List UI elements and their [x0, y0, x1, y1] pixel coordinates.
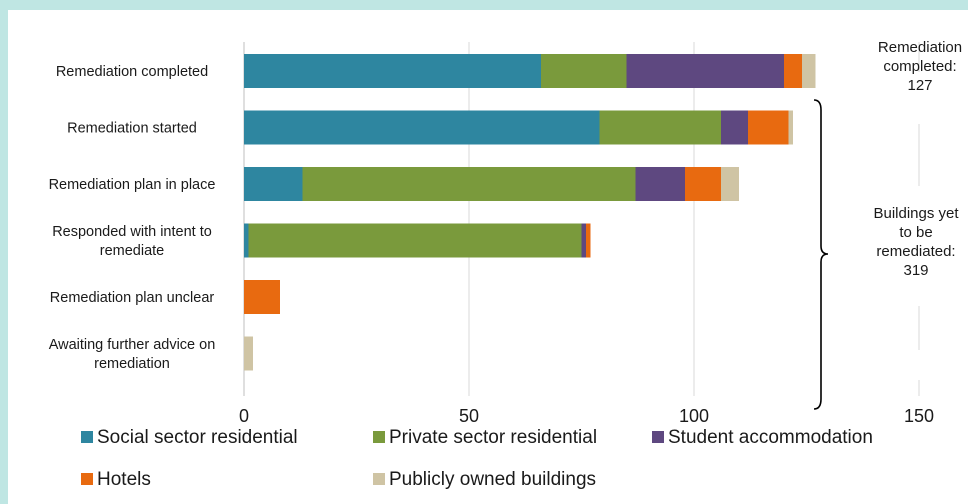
bar-segment: [248, 223, 582, 258]
legend-swatch: [81, 473, 93, 485]
category-label-line: Remediation plan in place: [49, 177, 216, 193]
bar-segment: [244, 336, 253, 371]
bar-segment: [599, 110, 721, 145]
category-label: Remediation plan in place: [49, 177, 216, 193]
legend-label: Social sector residential: [97, 427, 298, 448]
bar-segment: [721, 167, 739, 201]
bar-segment: [302, 167, 636, 201]
annotation-line: 127: [907, 77, 932, 94]
bar-segment: [244, 280, 280, 314]
category-label-line: Remediation started: [67, 121, 197, 137]
bar-segment: [784, 54, 802, 88]
category-label: Remediation plan unclear: [50, 290, 215, 306]
x-tick-label: 0: [239, 406, 249, 426]
legend-swatch: [652, 431, 664, 443]
bar-segment: [685, 167, 721, 201]
bar-segment: [802, 54, 816, 88]
annotation-line: completed:: [883, 58, 956, 75]
legend-swatch: [373, 473, 385, 485]
x-tick-label: 150: [904, 406, 934, 426]
bar-segment: [788, 110, 793, 145]
annotation-line: to be: [899, 224, 932, 241]
category-label-line: Remediation plan unclear: [50, 290, 215, 306]
x-tick-label: 50: [459, 406, 479, 426]
bar-segment: [244, 110, 600, 145]
legend-label: Student accommodation: [668, 427, 873, 448]
legend-label: Hotels: [97, 469, 151, 490]
bar-segment: [721, 110, 748, 145]
bar-segment: [586, 223, 591, 258]
legend-swatch: [373, 431, 385, 443]
category-label-line: remediation: [94, 356, 170, 372]
annotation-yet-to-remediate: Buildings yet to be remediated: 319: [873, 205, 959, 279]
category-label-line: Responded with intent to: [52, 224, 212, 240]
bar-segment: [541, 54, 627, 88]
bar-segment: [244, 54, 541, 88]
bar-segment: [748, 110, 789, 145]
annotation-completed: Remediation completed: 127: [878, 39, 962, 94]
brace-bracket: [813, 99, 829, 410]
bar-segment: [581, 223, 586, 258]
legend-swatch: [81, 431, 93, 443]
bar-segment: [626, 54, 784, 88]
annotation-line: Buildings yet: [873, 205, 959, 222]
x-tick-label: 100: [679, 406, 709, 426]
category-label: Responded with intent to remediate: [52, 224, 212, 259]
category-label: Remediation started: [67, 121, 197, 137]
category-label-line: Remediation completed: [56, 64, 208, 80]
bar-segment: [244, 167, 303, 201]
stacked-bar-chart: Remediation completed Remediation started…: [49, 39, 963, 490]
category-label-line: remediate: [100, 243, 164, 259]
legend-label: Publicly owned buildings: [389, 469, 596, 490]
category-label-line: Awaiting further advice on: [49, 337, 216, 353]
annotation-line: remediated:: [876, 243, 955, 260]
bar-segment: [635, 167, 685, 201]
annotation-line: Remediation: [878, 39, 962, 56]
chart-frame: Remediation completed Remediation started…: [8, 10, 968, 504]
legend-label: Private sector residential: [389, 427, 597, 448]
category-label: Awaiting further advice on remediation: [49, 337, 216, 372]
category-label: Remediation completed: [56, 64, 208, 80]
bar-segment: [244, 223, 249, 258]
annotation-line: 319: [903, 262, 928, 279]
